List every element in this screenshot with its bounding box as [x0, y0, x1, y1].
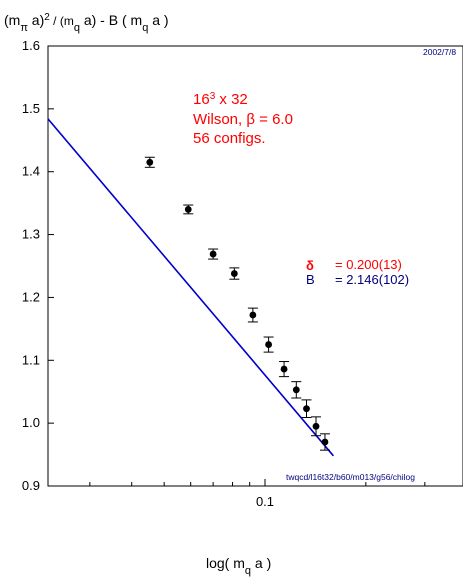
- y-tick-label: 1.1: [22, 352, 40, 367]
- fit-line: [47, 118, 334, 457]
- point-marker: [230, 270, 238, 277]
- configs-label: 56 configs.: [193, 130, 266, 147]
- x-axis: 0.1: [89, 479, 426, 509]
- point-marker: [184, 206, 192, 213]
- point-marker: [292, 386, 300, 394]
- file-path-label: twqcd/l16t32/b60/m013/g56/chilog: [286, 472, 415, 482]
- point-marker: [209, 250, 217, 258]
- chart-title: (mπ a)2 / (mq a) - B ( mq a ): [4, 12, 169, 35]
- delta-value: = 0.200(13): [335, 257, 402, 272]
- y-tick-label: 1.4: [22, 164, 40, 179]
- point-marker: [303, 405, 310, 413]
- y-tick-label: 1.6: [22, 38, 40, 53]
- y-tick-label: 1.0: [22, 415, 40, 430]
- wilson-label: Wilson, β = 6.0: [193, 111, 293, 128]
- data-point: [279, 361, 290, 378]
- point-marker: [312, 422, 320, 430]
- data-point: [311, 416, 322, 437]
- x-tick-label: 0.1: [256, 494, 274, 509]
- point-marker: [249, 311, 257, 319]
- point-marker: [280, 365, 288, 373]
- data-point: [291, 381, 302, 399]
- y-tick-label: 1.3: [22, 227, 40, 242]
- point-marker: [146, 158, 154, 166]
- date-stamp: 2002/7/8: [423, 47, 456, 57]
- b-symbol: B: [306, 272, 315, 287]
- y-tick-label: 0.9: [22, 478, 40, 493]
- x-axis-label: log( mq a ): [206, 555, 271, 577]
- data-point: [208, 248, 219, 260]
- point-marker: [265, 341, 272, 348]
- data-point: [319, 433, 330, 451]
- y-axis: 0.9 1.0 1.1 1.2 1.3 1.4 1.5 1.6: [22, 38, 54, 493]
- data-points: [144, 156, 330, 451]
- lattice-size-label: 163 x 32: [193, 91, 248, 109]
- data-point: [183, 204, 194, 215]
- b-value: = 2.146(102): [335, 272, 409, 287]
- data-point: [263, 336, 274, 353]
- y-tick-label: 1.2: [22, 289, 40, 304]
- data-point: [144, 156, 155, 168]
- y-tick-label: 1.5: [22, 101, 40, 116]
- point-marker: [321, 438, 329, 446]
- data-point: [247, 307, 258, 323]
- delta-symbol: δ: [306, 258, 314, 273]
- data-point: [229, 267, 240, 280]
- data-point: [301, 399, 312, 418]
- plot-frame: [47, 45, 463, 487]
